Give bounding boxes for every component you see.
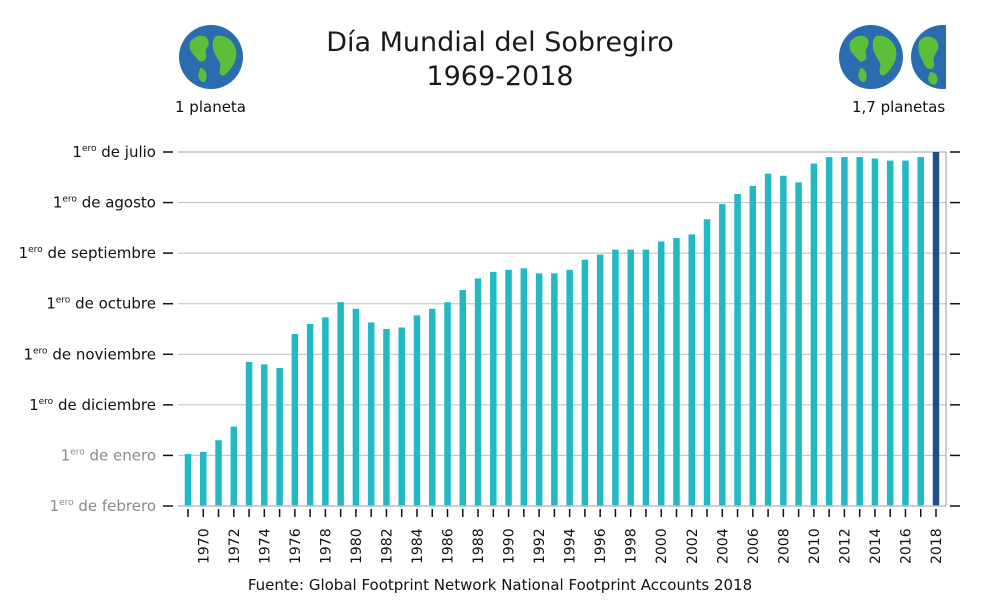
x-tick-label: 1996: [593, 528, 609, 564]
x-tick-label: 1990: [502, 528, 518, 564]
bar-1999: [642, 249, 650, 507]
x-tick-label: 1998: [624, 528, 640, 564]
x-tick-label: 2012: [837, 528, 853, 564]
x-tick-label: 1988: [471, 528, 487, 564]
bar-1975: [276, 367, 283, 506]
bar-1997: [612, 249, 619, 507]
x-tick-label: 1972: [227, 528, 243, 564]
bar-1998: [627, 249, 634, 507]
x-tick-label: 1970: [196, 528, 212, 564]
y-tick-label: 1ero de diciembre: [29, 396, 156, 414]
bar-layer: [184, 152, 940, 507]
bar-1993: [551, 273, 558, 506]
y-tick-label: 1ero de septiembre: [19, 244, 156, 262]
bar-1995: [581, 259, 589, 506]
bar-2017: [917, 157, 924, 507]
bar-1970: [200, 451, 207, 506]
bar-1990: [505, 269, 512, 506]
bar-2007: [764, 173, 772, 506]
bar-1988: [474, 278, 482, 506]
bar-1979: [337, 302, 344, 506]
bar-2004: [719, 204, 726, 507]
x-axis: 1970 1972 1974 1976 1978 1980 1982 1984 1986 1988…: [178, 505, 946, 564]
x-tick-label: 2018: [929, 528, 945, 564]
earth-globe-icon: [839, 25, 903, 89]
x-tick-label: 2004: [715, 528, 731, 564]
x-tick-label: 2002: [685, 528, 701, 564]
y-tick-label: 1ero de enero: [61, 446, 156, 464]
bar-2005: [734, 193, 741, 506]
bar-2009: [795, 182, 802, 507]
bar-2006: [749, 185, 757, 506]
bar-1981: [367, 322, 375, 506]
bar-2001: [673, 237, 680, 506]
x-tick-label: 2000: [654, 528, 670, 564]
bar-1973: [245, 361, 253, 506]
bar-1991: [520, 268, 528, 506]
y-tick-label: 1ero de noviembre: [23, 345, 156, 363]
y-axis: 1ero de julio 1ero de agosto 1ero de septi…: [19, 143, 960, 515]
chart-title-line1: Día Mundial del Sobregiro: [326, 27, 674, 58]
x-tick-label: 1982: [379, 528, 395, 564]
bar-1989: [490, 271, 497, 506]
x-tick-label: 2006: [746, 528, 762, 564]
x-tick-label: 2008: [776, 528, 792, 564]
bar-1976: [291, 334, 299, 506]
x-tick-label: 2010: [807, 528, 823, 564]
bar-1992: [535, 273, 543, 506]
bar-1996: [596, 254, 604, 506]
bar-2011: [825, 157, 833, 507]
globe-left-label: 1 planeta: [175, 98, 247, 116]
bar-1987: [459, 290, 467, 506]
x-tick-label: 1980: [349, 528, 365, 564]
y-tick-label: 1ero de agosto: [53, 194, 156, 212]
x-tick-label: 1974: [257, 528, 273, 564]
x-tick-label: 1984: [410, 528, 426, 564]
source-note: Fuente: Global Footprint Network Nationa…: [247, 576, 753, 594]
y-tick-label: 1ero de julio: [72, 143, 156, 161]
bar-2014: [871, 158, 879, 506]
x-tick-label: 1986: [441, 528, 457, 564]
bar-1974: [261, 364, 268, 506]
x-tick-label: 1992: [532, 528, 548, 564]
x-tick-label: 2014: [868, 528, 884, 564]
bar-2002: [688, 234, 696, 506]
bar-1978: [322, 317, 329, 506]
bar-1986: [444, 302, 451, 506]
x-tick-label: 1976: [288, 528, 304, 564]
x-tick-label: 2016: [898, 528, 914, 564]
bar-1969: [184, 453, 192, 506]
bar-2012: [841, 157, 848, 507]
bar-2013: [856, 157, 863, 507]
bar-2010: [810, 163, 818, 507]
bar-1982: [383, 329, 390, 506]
bar-2016: [902, 160, 909, 506]
bar-1977: [306, 323, 314, 506]
y-tick-label: 1ero de febrero: [50, 497, 157, 515]
bar-2018: [932, 152, 940, 506]
bar-2000: [657, 241, 665, 507]
globe-right-label: 1,7 planetas: [852, 98, 946, 116]
bar-2015: [886, 160, 894, 506]
bar-1984: [413, 315, 421, 506]
chart-title-line2: 1969-2018: [426, 61, 574, 92]
earth-globe-icon: [179, 25, 243, 89]
bar-1972: [230, 426, 238, 506]
bar-1980: [352, 308, 360, 506]
y-tick-label: 1ero de octubre: [46, 295, 156, 313]
bar-2003: [703, 219, 711, 506]
bar-1985: [428, 308, 436, 506]
x-tick-label: 1994: [563, 528, 579, 564]
bar-1971: [215, 440, 222, 506]
earth-globe-icon: [911, 25, 946, 89]
bar-1983: [398, 327, 405, 506]
bar-1994: [566, 269, 573, 506]
bar-2008: [780, 175, 787, 507]
x-tick-label: 1978: [318, 528, 334, 564]
chart-title: Día Mundial del Sobregiro 1969-2018: [0, 26, 1000, 94]
